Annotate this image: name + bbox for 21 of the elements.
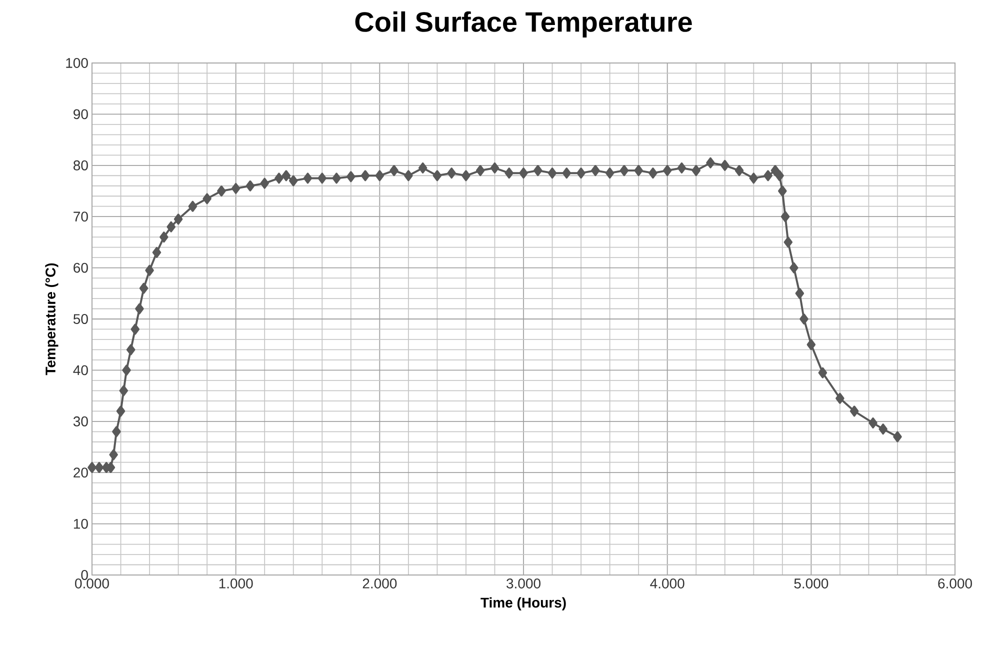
y-tick-label: 10 bbox=[74, 518, 88, 529]
chart-title: Coil Surface Temperature bbox=[355, 11, 692, 38]
x-tick-label: 4.000 bbox=[650, 578, 684, 588]
y-tick-label: 60 bbox=[74, 262, 88, 273]
y-tick-label: 40 bbox=[73, 365, 88, 376]
y-tick-label: 100 bbox=[66, 58, 88, 68]
x-tick-label: 3.000 bbox=[506, 578, 540, 588]
y-tick-label: 50 bbox=[73, 314, 88, 324]
x-tick-label: 0.000 bbox=[75, 578, 109, 588]
y-tick-label: 80 bbox=[74, 160, 88, 170]
y-tick-label: 20 bbox=[74, 468, 88, 478]
y-axis-title: Temperature (°C) bbox=[45, 263, 58, 376]
x-tick-label: 5.000 bbox=[794, 578, 828, 588]
y-tick-label: 0 bbox=[81, 570, 88, 580]
x-tick-label: 6.000 bbox=[938, 578, 972, 588]
y-tick-label: 70 bbox=[74, 212, 88, 222]
y-tick-label: 90 bbox=[74, 109, 88, 120]
x-tick-label: 2.000 bbox=[362, 578, 397, 588]
x-tick-label: 1.000 bbox=[219, 578, 253, 588]
y-tick-label: 30 bbox=[73, 416, 88, 426]
x-axis-title: Time (Hours) bbox=[480, 597, 566, 610]
